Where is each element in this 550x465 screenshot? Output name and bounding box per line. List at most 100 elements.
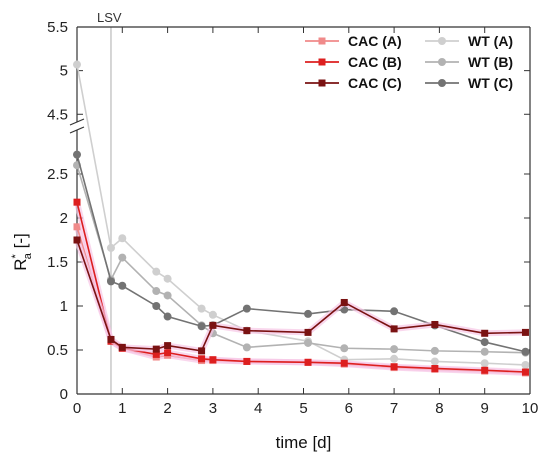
data-point (340, 359, 348, 367)
legend-marker (318, 58, 326, 66)
y-axis-title-unit: [-] (11, 233, 30, 253)
x-tick-label: 2 (163, 400, 171, 417)
legend-label: CAC (A) (348, 33, 402, 49)
data-point (209, 321, 217, 329)
y-tick-label: 5 (60, 63, 68, 80)
x-tick-label: 0 (73, 400, 81, 417)
series-line (76, 64, 526, 366)
data-point (340, 344, 349, 353)
series-line (76, 239, 526, 352)
data-point (521, 347, 530, 356)
axis-break-mark (69, 126, 85, 134)
data-point (481, 366, 489, 374)
series-glow (74, 239, 526, 354)
legend-label: CAC (C) (348, 75, 402, 91)
data-point (164, 342, 172, 350)
data-point (197, 322, 206, 331)
legend-label: CAC (B) (348, 54, 402, 70)
y-tick-label: 0.5 (47, 342, 68, 359)
series-line (76, 164, 526, 354)
data-point (481, 329, 489, 337)
data-point (118, 253, 127, 262)
data-point (164, 349, 172, 357)
data-point (163, 312, 172, 321)
x-tick-label: 5 (299, 400, 307, 417)
y-tick-label: 5.5 (47, 19, 68, 36)
data-point (197, 304, 206, 313)
data-point (208, 310, 217, 319)
data-point (242, 343, 251, 352)
legend-label: WT (C) (468, 75, 513, 91)
data-point (152, 287, 161, 296)
data-point (107, 335, 115, 343)
series-layer (73, 60, 530, 377)
data-point (73, 198, 81, 206)
x-tick-label: 4 (254, 400, 262, 417)
x-tick-label: 1 (118, 400, 126, 417)
legend-marker (318, 37, 326, 45)
series-wt-a (73, 60, 530, 369)
data-point (430, 357, 439, 366)
data-point (118, 281, 127, 290)
data-point (480, 338, 489, 347)
data-point (304, 338, 313, 347)
y-tick-label: 4.5 (47, 106, 68, 123)
y-tick-label: 2.5 (47, 166, 68, 183)
data-point (73, 150, 81, 159)
data-point (106, 277, 115, 286)
data-point (163, 274, 172, 283)
data-point (390, 345, 399, 354)
x-tick-label: 7 (390, 400, 398, 417)
data-point (390, 363, 398, 371)
axis-break-mark (69, 118, 85, 126)
legend-item: WT (A) (425, 33, 513, 49)
data-point (340, 298, 348, 306)
data-point (152, 302, 161, 310)
data-point (118, 343, 126, 351)
data-point (106, 243, 115, 252)
lsv-annotation: LSV (97, 10, 122, 25)
data-point (390, 307, 399, 316)
legend-item: CAC (B) (305, 54, 402, 70)
data-point (304, 358, 312, 366)
data-point (521, 368, 529, 376)
data-point (304, 328, 312, 336)
y-axis-title-base: R (11, 258, 30, 270)
legend-item: CAC (A) (305, 33, 402, 49)
x-tick-label: 6 (345, 400, 353, 417)
series-cac-c (73, 236, 529, 355)
legend: CAC (A) CAC (B) CAC (C) WT (A) WT (B) WT (C) (305, 33, 513, 91)
data-point (198, 347, 206, 355)
data-point (390, 354, 399, 363)
legend-marker (438, 79, 446, 87)
data-point (390, 325, 398, 333)
data-point (242, 304, 251, 313)
axes: 0 1 2 3 4 5 6 7 8 9 10 0 0.5 1 1.5 2 2.5 4.5 5 5.5 (47, 19, 538, 417)
x-axis-title: time [d] (276, 433, 332, 452)
data-point (163, 291, 172, 300)
data-point (198, 355, 206, 363)
data-point (209, 356, 217, 364)
data-point (521, 360, 530, 369)
legend-item: CAC (C) (305, 75, 402, 91)
y-axis-title-superscript: * (10, 253, 22, 258)
legend-label: WT (B) (468, 54, 513, 70)
x-tick-label: 10 (522, 400, 539, 417)
legend-item: WT (C) (425, 75, 513, 91)
data-point (431, 320, 439, 328)
y-axis-title: R*a [-] (10, 233, 34, 271)
y-tick-label: 0 (60, 386, 68, 403)
data-point (118, 234, 127, 243)
y-axis-title-subscript: a (22, 252, 34, 259)
x-tick-label: 8 (435, 400, 443, 417)
data-point (152, 345, 160, 353)
data-point (152, 350, 160, 358)
x-tick-label: 3 (209, 400, 217, 417)
legend-marker (438, 37, 446, 45)
data-point (243, 357, 251, 365)
data-point (480, 347, 489, 356)
series-line (76, 154, 526, 353)
data-point (521, 328, 529, 336)
data-point (243, 327, 251, 335)
